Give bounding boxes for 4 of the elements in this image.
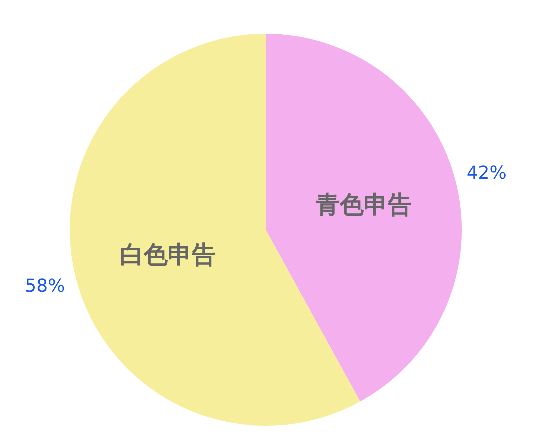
slice-label: 白色申告: [120, 241, 216, 270]
data-label: 42%: [466, 162, 507, 184]
data-label: 58%: [25, 276, 66, 298]
slice-label: 青色申告: [314, 190, 412, 219]
